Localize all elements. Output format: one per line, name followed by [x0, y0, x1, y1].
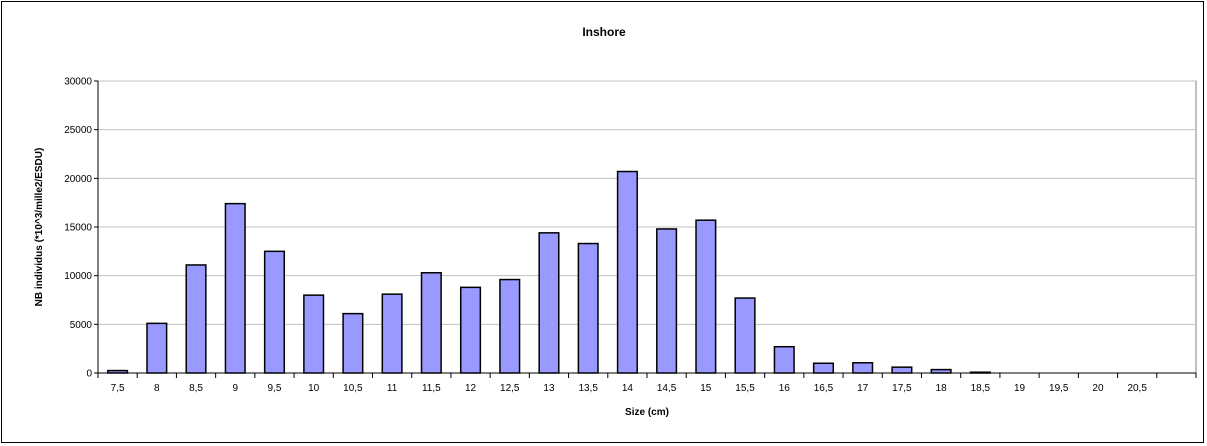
x-tick-label: 8,5	[189, 383, 203, 394]
x-tick-label: 18	[936, 383, 948, 394]
y-tick-label: 25000	[64, 125, 92, 136]
bar	[303, 294, 325, 374]
bar	[695, 219, 717, 374]
y-tick-labels: 0 5000 10000 15000 20000 25000 30000	[64, 77, 92, 380]
x-tick-label: 15	[700, 383, 712, 394]
x-tick-label: 20	[1092, 383, 1104, 394]
bars	[107, 170, 991, 374]
x-tick-label: 9	[232, 383, 238, 394]
x-tick-label: 12,5	[500, 383, 520, 394]
bar	[812, 362, 835, 374]
y-tick-label: 0	[86, 369, 92, 380]
bar	[577, 242, 599, 374]
y-axis-title: NB individus (*10^3/mille2/ESDU)	[34, 148, 45, 307]
bar	[734, 297, 756, 374]
y-tick-label: 30000	[64, 77, 92, 88]
x-axis-title: Size (cm)	[625, 407, 669, 418]
bar	[499, 278, 521, 374]
axes	[94, 80, 1197, 378]
x-tick-label: 9,5	[268, 383, 282, 394]
x-tick-label: 10,5	[343, 383, 363, 394]
bar	[381, 293, 403, 374]
x-tick-label: 10	[308, 383, 320, 394]
bar	[538, 232, 560, 374]
x-tick-label: 13,5	[578, 383, 598, 394]
y-tick-label: 20000	[64, 174, 92, 185]
x-tick-label: 16	[779, 383, 791, 394]
chart-title: Inshore	[582, 25, 626, 39]
x-tick-label: 17	[857, 383, 869, 394]
y-tick-label: 10000	[64, 271, 92, 282]
x-tick-label: 17,5	[892, 383, 912, 394]
bar	[146, 322, 168, 374]
bar	[656, 228, 678, 374]
bar	[342, 312, 364, 374]
x-tick-label: 20,5	[1127, 383, 1147, 394]
bar	[773, 345, 795, 374]
bar	[263, 250, 286, 374]
x-tick-label: 14	[622, 383, 634, 394]
x-tick-labels: 7,5 8 8,5 9 9,5 10 10,5 11 11,5 12 12,5 13 13,5 14 14,…	[111, 383, 1148, 394]
x-tick-label: 18,5	[971, 383, 991, 394]
bar	[930, 368, 952, 374]
x-tick-label: 12	[465, 383, 477, 394]
bar	[852, 362, 874, 374]
y-tick-label: 5000	[70, 320, 93, 331]
x-tick-label: 11	[387, 383, 398, 394]
x-tick-label: 16,5	[814, 383, 834, 394]
x-tick-label: 11,5	[422, 383, 441, 394]
x-tick-label: 19	[1014, 383, 1026, 394]
bar	[224, 202, 246, 374]
x-tick-label: 7,5	[111, 383, 125, 394]
bar	[616, 170, 638, 374]
bar	[420, 271, 442, 374]
x-tick-label: 13	[543, 383, 555, 394]
x-tick-label: 8	[154, 383, 160, 394]
x-tick-label: 14,5	[657, 383, 677, 394]
x-tick-label: 19,5	[1049, 383, 1069, 394]
y-tick-label: 15000	[64, 223, 92, 234]
bar	[891, 366, 913, 374]
bar	[459, 286, 482, 374]
x-tick-label: 15,5	[735, 383, 755, 394]
bar	[185, 264, 207, 374]
